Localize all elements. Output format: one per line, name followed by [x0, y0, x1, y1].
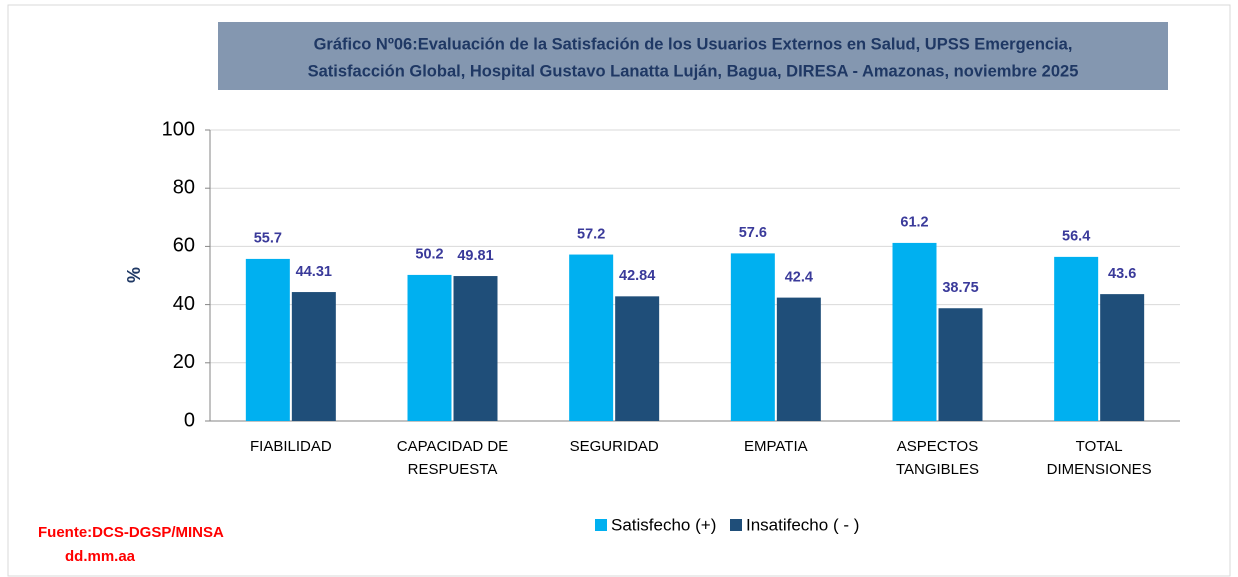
chart-border	[7, 4, 1231, 577]
data-label: 57.2	[577, 226, 605, 242]
y-tick-label: 60	[173, 235, 195, 257]
bar	[569, 254, 614, 421]
bar	[1100, 294, 1145, 421]
y-tick-label: 0	[184, 409, 195, 431]
chart-title: Gráfico Nº06:Evaluación de la Satisfació…	[314, 35, 1073, 53]
chart-title: Satisfacción Global, Hospital Gustavo La…	[308, 62, 1079, 80]
data-label: 42.84	[619, 268, 655, 284]
data-label: 56.4	[1062, 229, 1090, 245]
bar	[776, 297, 821, 421]
y-tick-label: 80	[173, 176, 195, 198]
y-tick-label: 100	[162, 118, 195, 140]
source: dd.mm.aa	[65, 548, 136, 565]
x-tick-label: EMPATIA	[744, 438, 808, 455]
y-tick-label: 40	[173, 293, 195, 315]
title-box	[218, 22, 1168, 90]
bar	[407, 274, 452, 421]
legend-label: Insatifecho ( - )	[746, 515, 859, 534]
bar	[245, 258, 290, 421]
data-label: 55.7	[254, 231, 282, 247]
legend-swatch	[730, 519, 742, 531]
x-tick-label: ASPECTOS TANGIBLES	[895, 438, 980, 478]
data-label: 61.2	[900, 215, 928, 231]
source: Fuente:DCS-DGSP/MINSA	[38, 524, 224, 541]
data-label: 38.75	[942, 280, 978, 296]
data-label: 49.81	[457, 248, 493, 264]
legend-swatch	[595, 519, 607, 531]
bar	[1054, 256, 1099, 421]
x-tick-label: CAPACIDAD DE RESPUESTA	[396, 438, 509, 478]
data-label: 57.6	[739, 225, 767, 241]
y-axis-label: %	[124, 267, 144, 283]
bar	[892, 242, 937, 421]
bar	[453, 276, 498, 421]
data-label: 43.6	[1108, 266, 1136, 282]
data-label: 50.2	[415, 247, 443, 263]
y-tick-label: 20	[173, 351, 195, 373]
x-tick-label: FIABILIDAD	[249, 438, 332, 455]
bar	[291, 292, 336, 421]
bar	[730, 253, 775, 421]
data-label: 42.4	[785, 269, 813, 285]
bar	[938, 308, 983, 421]
legend-label: Satisfecho (+)	[611, 515, 716, 534]
x-tick-label: SEGURIDAD	[569, 438, 659, 455]
x-tick-label: TOTAL DIMENSIONES	[1046, 438, 1152, 478]
bar	[615, 296, 660, 421]
data-label: 44.31	[296, 264, 332, 280]
